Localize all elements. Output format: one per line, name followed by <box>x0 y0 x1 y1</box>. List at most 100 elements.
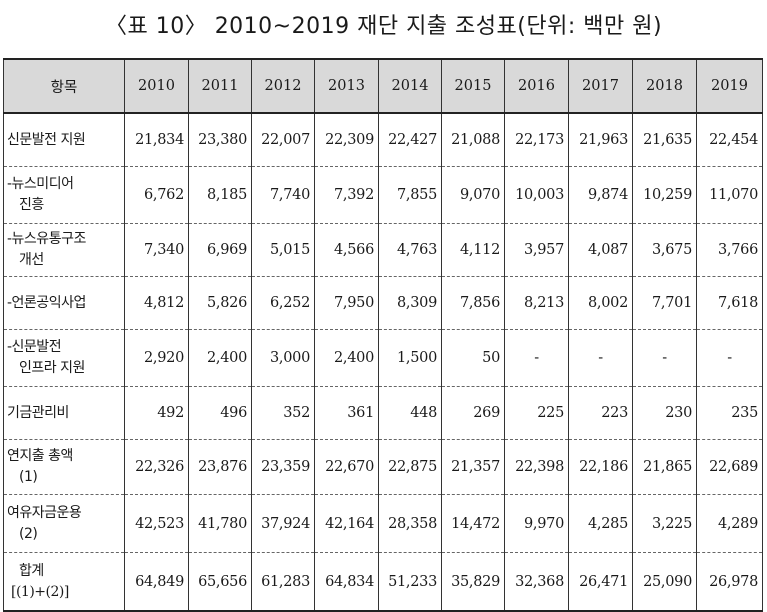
table-row: 합계 [(1)+(2)] 64,849 65,656 61,283 64,834 51,23… <box>3 552 763 612</box>
row-label-main: 여유자금운용 <box>7 504 82 521</box>
table-cell: 11,070 <box>696 166 763 224</box>
table-cell: 6,252 <box>251 276 315 330</box>
table-cell: 7,740 <box>251 166 315 224</box>
table-cell: 21,635 <box>632 112 697 167</box>
table-cell: 5,826 <box>188 276 252 330</box>
row-label: 여유자금운용 (2) <box>3 494 125 553</box>
table-cell: - <box>632 329 697 387</box>
table-cell: 361 <box>314 386 379 440</box>
table-cell: 23,876 <box>188 439 252 495</box>
table-cell: 1,500 <box>378 329 442 387</box>
table-cell: 35,829 <box>441 552 505 612</box>
table-cell: 32,368 <box>504 552 569 612</box>
table-cell: 21,088 <box>441 112 505 167</box>
table-cell: 21,865 <box>632 439 697 495</box>
table-cell: 37,924 <box>251 494 315 553</box>
row-label-sub: (2) <box>19 525 38 542</box>
table-cell: 41,780 <box>188 494 252 553</box>
table-cell: - <box>568 329 633 387</box>
table-cell: 22,454 <box>696 112 763 167</box>
table-cell: 6,969 <box>188 223 252 277</box>
table-cell: 269 <box>441 386 505 440</box>
header-year: 2016 <box>504 58 569 114</box>
row-label-main: 기금관리비 <box>7 404 69 421</box>
row-label-main: -뉴스유통구조 <box>7 231 86 247</box>
row-label-main: 신문발전 지원 <box>7 131 86 148</box>
table-cell: 23,380 <box>188 112 252 167</box>
table-cell: 448 <box>378 386 442 440</box>
table-row: 여유자금운용 (2) 42,523 41,780 37,924 42,164 28,358 1… <box>3 494 763 553</box>
table-cell: 496 <box>188 386 252 440</box>
table-cell: 9,970 <box>504 494 569 553</box>
expenditure-table: 항목 2010 2011 2012 2013 2014 2015 2016 20… <box>3 58 763 612</box>
header-item: 항목 <box>3 58 125 114</box>
table-cell: 14,472 <box>441 494 505 553</box>
table-cell: 22,670 <box>314 439 379 495</box>
header-year: 2019 <box>696 58 763 114</box>
table-cell: 21,834 <box>124 112 189 167</box>
table-cell: 8,213 <box>504 276 569 330</box>
header-row: 항목 2010 2011 2012 2013 2014 2015 2016 20… <box>3 58 763 114</box>
row-label: -뉴스유통구조 개선 <box>3 223 125 277</box>
table-cell: 225 <box>504 386 569 440</box>
row-label-main: -뉴스미디어 <box>7 176 74 192</box>
table-cell: 28,358 <box>378 494 442 553</box>
table-cell: 2,400 <box>314 329 379 387</box>
row-label: 신문발전 지원 <box>3 112 125 167</box>
row-label-sub: [(1)+(2)] <box>11 583 69 600</box>
table-cell: 21,963 <box>568 112 633 167</box>
table-cell: 42,164 <box>314 494 379 553</box>
table-cell: 10,259 <box>632 166 697 224</box>
table-cell: - <box>504 329 569 387</box>
table-cell: 22,689 <box>696 439 763 495</box>
table-cell: 22,309 <box>314 112 379 167</box>
table-cell: 223 <box>568 386 633 440</box>
header-year: 2014 <box>378 58 442 114</box>
table-cell: 3,225 <box>632 494 697 553</box>
table-cell: - <box>696 329 763 387</box>
table-cell: 23,359 <box>251 439 315 495</box>
table-row: -신문발전 인프라 지원 2,920 2,400 3,000 2,400 1,500 50- -… <box>3 329 763 387</box>
header-year: 2015 <box>441 58 505 114</box>
table-cell: 2,400 <box>188 329 252 387</box>
table-cell: 22,007 <box>251 112 315 167</box>
table-cell: 22,186 <box>568 439 633 495</box>
table-cell: 7,856 <box>441 276 505 330</box>
table-row: -뉴스유통구조 개선 7,340 6,969 5,015 4,566 4,763 4,112 3… <box>3 223 763 277</box>
table-cell: 3,957 <box>504 223 569 277</box>
table-cell: 230 <box>632 386 697 440</box>
table-cell: 2,920 <box>124 329 189 387</box>
row-label-sub: (1) <box>19 469 38 485</box>
row-label: 합계 [(1)+(2)] <box>3 552 125 612</box>
table-cell: 51,233 <box>378 552 442 612</box>
table-cell: 22,398 <box>504 439 569 495</box>
table-cell: 3,675 <box>632 223 697 277</box>
table-row: 연지출 총액 (1) 22,326 23,876 23,359 22,670 22,875 2… <box>3 439 763 495</box>
table-cell: 7,855 <box>378 166 442 224</box>
table-cell: 22,427 <box>378 112 442 167</box>
table-cell: 64,849 <box>124 552 189 612</box>
table-cell: 3,766 <box>696 223 763 277</box>
table-cell: 492 <box>124 386 189 440</box>
table-cell: 8,002 <box>568 276 633 330</box>
table-cell: 8,185 <box>188 166 252 224</box>
table-cell: 50 <box>441 329 505 387</box>
header-year: 2018 <box>632 58 697 114</box>
table-cell: 4,289 <box>696 494 763 553</box>
table-cell: 4,566 <box>314 223 379 277</box>
header-year: 2010 <box>124 58 189 114</box>
table-cell: 9,874 <box>568 166 633 224</box>
table-cell: 235 <box>696 386 763 440</box>
table-cell: 21,357 <box>441 439 505 495</box>
table-cell: 22,875 <box>378 439 442 495</box>
table-cell: 4,285 <box>568 494 633 553</box>
table-cell: 42,523 <box>124 494 189 553</box>
table-cell: 64,834 <box>314 552 379 612</box>
header-year: 2011 <box>188 58 252 114</box>
row-label-sub: 진흥 <box>19 197 44 213</box>
table-cell: 7,950 <box>314 276 379 330</box>
row-label: 기금관리비 <box>3 386 125 440</box>
table-cell: 7,701 <box>632 276 697 330</box>
row-label: 연지출 총액 (1) <box>3 439 125 495</box>
